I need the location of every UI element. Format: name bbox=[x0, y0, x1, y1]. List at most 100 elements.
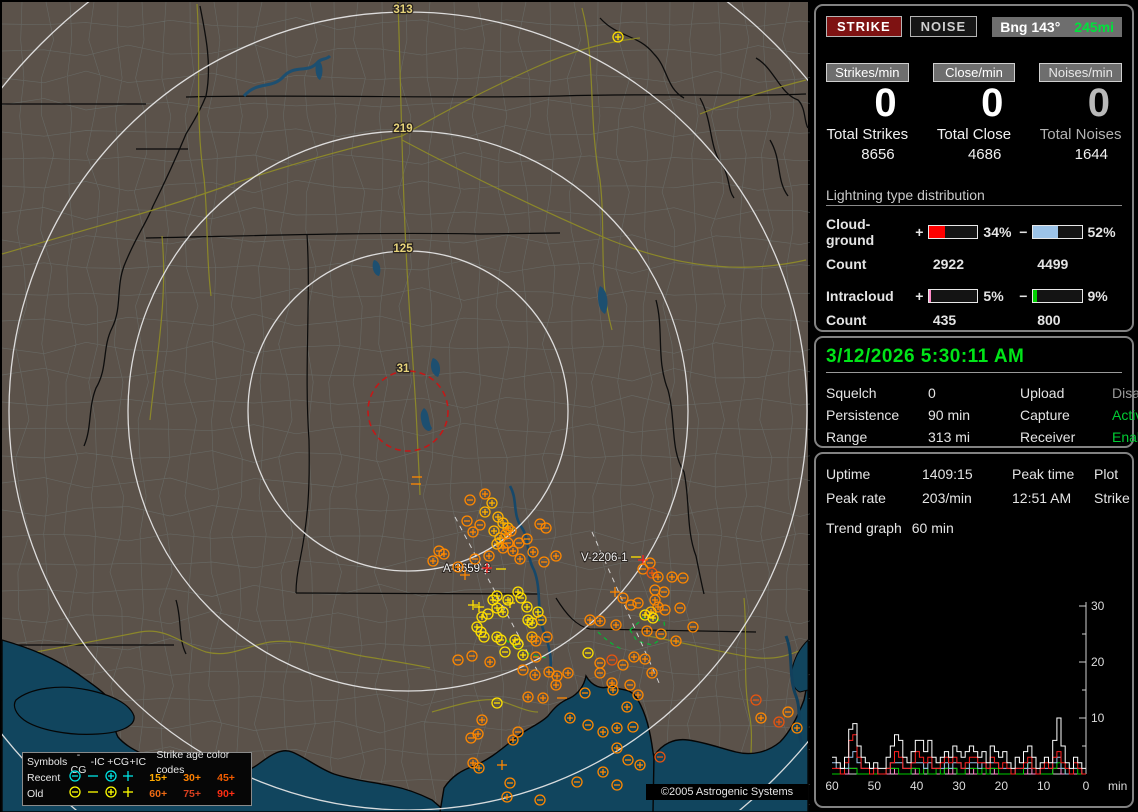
legend-col-ic-minus: -IC bbox=[88, 755, 107, 770]
info-cell-1-c2: 203/min bbox=[922, 490, 1012, 506]
trend-graph-label: Trend graph bbox=[826, 520, 902, 536]
ring-label-313: 313 bbox=[393, 4, 412, 16]
legend-symbol-cell bbox=[66, 785, 84, 804]
cloud-ground-count-row: Count 2922 4499 bbox=[826, 256, 1122, 272]
status-value-0-b: Disabled bbox=[1112, 385, 1138, 401]
legend-age-45+: 45+ bbox=[217, 771, 251, 786]
cg-plus-percent: 34% bbox=[981, 224, 1018, 240]
ic-plus-bar bbox=[928, 289, 979, 303]
intracloud-count-row: Count 435 800 bbox=[826, 312, 1122, 328]
nexstorm-app: { "toolbar": { "strike_btn": "STRIKE", "… bbox=[0, 0, 1138, 812]
trend-panel: Uptime1409:15Peak timePlot Peak rate203/m… bbox=[814, 452, 1134, 808]
minus-sign: − bbox=[1018, 288, 1029, 304]
bearing-distance: 245mi bbox=[1074, 19, 1114, 35]
strikes-per-min-label[interactable]: Strikes/min bbox=[826, 63, 909, 82]
distribution-title: Lightning type distribution bbox=[826, 187, 1122, 206]
legend-header: Symbols -CG -IC +CG +IC Strike age color… bbox=[27, 755, 251, 771]
close-per-min-label[interactable]: Close/min bbox=[933, 63, 1016, 82]
legend-row-recent: Recent 15+30+45+ bbox=[27, 771, 251, 787]
storm-cell-label: V-2206-1 bbox=[581, 552, 628, 564]
status-value-1-a: 90 min bbox=[928, 407, 1020, 423]
bearing-readout: Bng 143° 245mi bbox=[992, 17, 1122, 37]
status-value-0-a: 0 bbox=[928, 385, 1020, 401]
info-cell-0-c1: Uptime bbox=[826, 466, 922, 482]
status-label-0-a: Squelch bbox=[826, 385, 928, 401]
status-value-1-b: Active bbox=[1112, 407, 1138, 423]
chart-series-intracloud-plus bbox=[832, 768, 1086, 774]
minus-sign: − bbox=[1018, 224, 1029, 240]
ic-plus-percent: 5% bbox=[981, 288, 1018, 304]
info-cell-1-c3: 12:51 AM bbox=[1012, 490, 1094, 506]
legend-symbol-cp-icon bbox=[103, 785, 119, 799]
total-close-label: Total Close bbox=[933, 126, 1016, 143]
ring-label-125: 125 bbox=[393, 243, 413, 255]
chart-xtick-0: 0 bbox=[1083, 779, 1090, 793]
legend-age-75+: 75+ bbox=[183, 787, 217, 802]
legend-col-ic-plus: +IC bbox=[128, 755, 147, 770]
noises-per-min-value: 0 bbox=[1039, 82, 1122, 124]
intracloud-label: Intracloud bbox=[826, 288, 914, 304]
status-label-1-a: Persistence bbox=[826, 407, 928, 423]
chart-x-unit: min bbox=[1108, 779, 1127, 793]
datetime-display: 3/12/2026 5:30:11 AM bbox=[826, 346, 1122, 373]
info-cell-0-c2: 1409:15 bbox=[922, 466, 1012, 482]
chart-xtick-20: 20 bbox=[995, 779, 1009, 793]
legend-symbol-cell bbox=[84, 785, 102, 804]
cg-minus-bar bbox=[1032, 225, 1083, 239]
cloud-ground-label: Cloud-ground bbox=[826, 216, 914, 248]
legend-age-90+: 90+ bbox=[217, 787, 251, 802]
cg-minus-count: 4499 bbox=[1037, 256, 1122, 272]
status-grid: Squelch0UploadDisabledPersistence90 minC… bbox=[826, 385, 1122, 445]
legend-col-cg-plus: +CG bbox=[107, 755, 128, 770]
bearing-degrees: Bng 143° bbox=[1000, 19, 1060, 35]
trend-graph-row: Trend graph 60 min bbox=[826, 520, 1122, 536]
map-legend: Symbols -CG -IC +CG +IC Strike age color… bbox=[22, 752, 252, 806]
status-label-1-b: Capture bbox=[1020, 407, 1112, 423]
chart-xtick-50: 50 bbox=[868, 779, 882, 793]
legend-symbol-p-icon bbox=[120, 769, 136, 783]
cg-minus-percent: 52% bbox=[1086, 224, 1123, 240]
noise-mode-button[interactable]: NOISE bbox=[910, 16, 977, 37]
trend-graph-chart: 1020306050403020100min bbox=[818, 542, 1132, 804]
total-noises-value: 1644 bbox=[1039, 146, 1122, 163]
info-grid: Uptime1409:15Peak timePlotPeak rate203/m… bbox=[826, 466, 1122, 506]
chart-xtick-30: 30 bbox=[952, 779, 966, 793]
info-cell-0-c4: Plot bbox=[1094, 466, 1130, 482]
legend-symbol-m-icon bbox=[85, 769, 101, 783]
ic-minus-bar bbox=[1032, 289, 1083, 303]
map-canvas[interactable]: 31125219313 A-3659-2V-2206-1 bbox=[0, 0, 810, 812]
noises-per-min-column: Noises/min 0 Total Noises 1644 bbox=[1039, 63, 1122, 163]
lightning-map[interactable]: 31125219313 A-3659-2V-2206-1 Symbols -CG… bbox=[0, 0, 810, 812]
cg-plus-count: 2922 bbox=[933, 256, 1037, 272]
noises-per-min-label[interactable]: Noises/min bbox=[1039, 63, 1122, 82]
info-cell-1-c1: Peak rate bbox=[826, 490, 922, 506]
intracloud-row: Intracloud + 5% − 9% bbox=[826, 288, 1122, 304]
info-cell-0-c3: Peak time bbox=[1012, 466, 1094, 482]
legend-row-old: Old 60+75+90+ bbox=[27, 787, 251, 803]
plus-sign: + bbox=[914, 288, 925, 304]
chart-xtick-60: 60 bbox=[825, 779, 839, 793]
strike-stats-panel: STRIKE NOISE Bng 143° 245mi Strikes/min … bbox=[814, 4, 1134, 332]
status-label-2-b: Receiver bbox=[1020, 429, 1112, 445]
strikes-per-min-column: Strikes/min 0 Total Strikes 8656 bbox=[826, 63, 909, 163]
total-close-value: 4686 bbox=[933, 146, 1016, 163]
legend-old-label: Old bbox=[27, 787, 66, 802]
plus-sign: + bbox=[914, 224, 925, 240]
close-per-min-value: 0 bbox=[933, 82, 1016, 124]
total-strikes-label: Total Strikes bbox=[826, 126, 909, 143]
legend-age-60+: 60+ bbox=[137, 787, 183, 802]
legend-symbol-cm-icon bbox=[67, 785, 83, 799]
chart-ytick-10: 10 bbox=[1091, 711, 1105, 725]
total-noises-label: Total Noises bbox=[1039, 126, 1122, 143]
chart-series-total-strikes bbox=[832, 718, 1086, 768]
storm-cell-label: A-3659-2 bbox=[443, 563, 490, 575]
status-value-2-b: Enabled bbox=[1112, 429, 1138, 445]
legend-symbol-cp-icon bbox=[103, 769, 119, 783]
strike-mode-button[interactable]: STRIKE bbox=[826, 16, 902, 37]
ring-label-31: 31 bbox=[397, 363, 410, 375]
chart-xtick-10: 10 bbox=[1037, 779, 1051, 793]
cloud-ground-row: Cloud-ground + 34% − 52% bbox=[826, 216, 1122, 248]
legend-symbol-cell bbox=[102, 785, 120, 804]
ic-minus-count: 800 bbox=[1037, 312, 1122, 328]
status-panel: 3/12/2026 5:30:11 AM Squelch0UploadDisab… bbox=[814, 336, 1134, 448]
